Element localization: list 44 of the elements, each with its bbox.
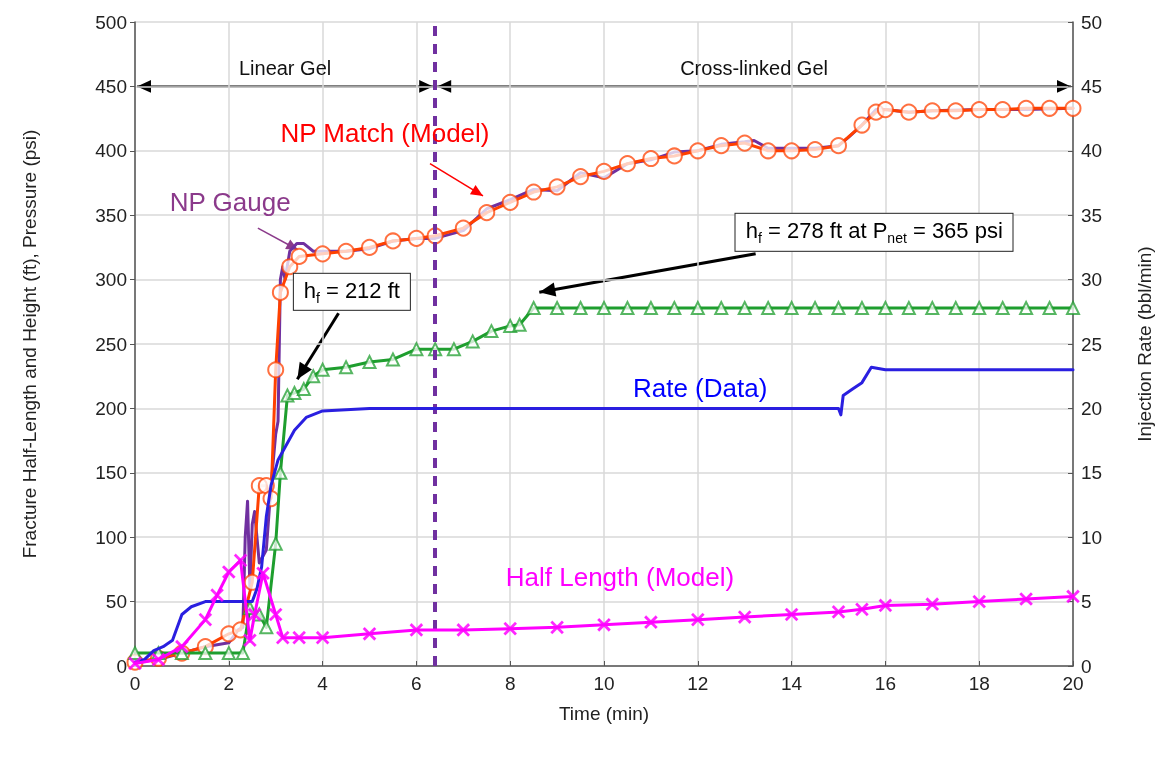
series-label: Half Length (Model): [505, 562, 735, 593]
x-tick-label: 12: [687, 673, 709, 694]
x-axis-title: Time (min): [558, 703, 650, 724]
x-tick-label: 6: [411, 673, 422, 694]
y-axis-title: Fracture Half-Length and Height (ft), Pressure (psi): [19, 129, 40, 559]
annotation: h$_{f}$ = 278 ft at P$_{net}$ = 365 psi: [734, 213, 1014, 252]
x-tick-label: 18: [968, 673, 990, 694]
y2-tick-label: 20: [1081, 397, 1103, 419]
annotation: Cross-linked Gel: [680, 57, 828, 81]
y2-tick-label: 45: [1081, 75, 1103, 97]
x-tick-label: 8: [504, 673, 516, 694]
y-tick-label: 400: [95, 140, 127, 162]
x-tick-label: 4: [317, 673, 329, 694]
y-tick-label: 200: [95, 397, 127, 419]
y-tick-label: 250: [95, 333, 127, 355]
y-tick-label: 300: [95, 269, 127, 291]
y2-tick-label: 35: [1081, 204, 1103, 226]
y2-axis-title: Injection Rate (bbl/min): [1134, 246, 1155, 442]
x-tick-label: 10: [593, 673, 615, 694]
y2-tick-label: 10: [1081, 526, 1103, 548]
x-tick-label: 2: [223, 673, 235, 694]
y2-tick-label: 0: [1081, 655, 1092, 677]
x-tick-label: 16: [874, 673, 896, 694]
y-tick-label: 150: [95, 462, 127, 484]
y-tick-label: 450: [95, 75, 127, 97]
series-label: NP Gauge: [169, 187, 291, 218]
series-label: Rate (Data): [632, 372, 768, 403]
annotation: Linear Gel: [238, 57, 332, 81]
x-tick-label: 14: [781, 673, 803, 694]
y2-tick-label: 40: [1081, 140, 1103, 162]
y-tick-label: 500: [95, 11, 127, 33]
x-tick-label: 20: [1062, 673, 1084, 694]
y-tick-label: 0: [116, 655, 127, 677]
y-tick-label: 50: [105, 591, 127, 613]
y2-tick-label: 15: [1081, 462, 1103, 484]
y2-tick-label: 5: [1081, 591, 1092, 613]
y-tick-label: 350: [95, 204, 127, 226]
series-label: NP Match (Model): [280, 117, 490, 148]
y2-tick-label: 50: [1081, 11, 1103, 33]
y-tick-label: 100: [95, 526, 127, 548]
annotation: h$_{f}$ = 212 ft: [292, 272, 411, 312]
y2-tick-label: 25: [1081, 333, 1103, 355]
x-tick-label: 0: [129, 673, 141, 694]
y2-tick-label: 30: [1081, 269, 1103, 291]
